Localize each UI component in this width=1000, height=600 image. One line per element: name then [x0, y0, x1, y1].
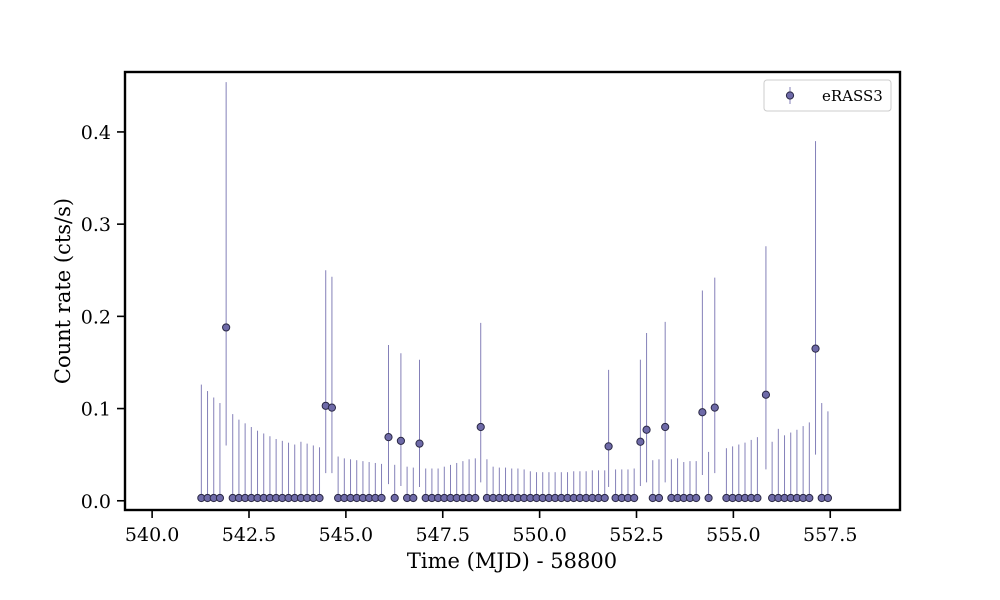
x-tick-label: 547.5 — [416, 524, 470, 546]
legend: eRASS3 — [763, 79, 892, 112]
data-point — [630, 493, 639, 503]
legend-entry-label: eRASS3 — [822, 87, 883, 105]
data-point — [805, 493, 814, 503]
data-point — [390, 493, 399, 503]
data-point — [704, 493, 713, 503]
y-tick-label: 0.2 — [81, 306, 111, 328]
y-tick-label: 0.3 — [81, 214, 111, 236]
y-tick-label: 0.0 — [81, 491, 111, 513]
data-point — [761, 390, 771, 399]
y-tick-label: 0.4 — [81, 122, 111, 144]
data-point — [471, 493, 480, 503]
x-axis: 540.0 542.5 545.0 547.5 550.0 552.5 555.0 557.5 — [125, 510, 857, 546]
x-axis-label: Time (MJD) - 58800 — [407, 549, 617, 573]
x-tick-label: 557.5 — [803, 524, 857, 546]
data-point — [476, 422, 485, 432]
marker-layer — [197, 323, 833, 503]
data-point — [377, 493, 386, 503]
data-point — [636, 437, 645, 446]
y-axis-label: Count rate (cts/s) — [51, 198, 75, 384]
y-tick-label: 0.1 — [81, 399, 111, 421]
x-tick-label: 540.0 — [125, 524, 179, 546]
data-point — [823, 493, 833, 503]
data-point — [692, 493, 701, 503]
data-point — [222, 323, 231, 332]
x-tick-label: 552.5 — [609, 524, 663, 546]
x-tick-label: 542.5 — [222, 524, 276, 546]
data-point — [654, 493, 664, 503]
data-point — [811, 344, 820, 353]
data-point — [604, 442, 613, 451]
data-point — [710, 403, 719, 412]
data-point — [642, 425, 651, 434]
legend-box — [763, 79, 892, 112]
data-point — [698, 408, 707, 417]
y-axis: 0.0 0.1 0.2 0.3 0.4 — [81, 122, 125, 513]
data-point — [396, 436, 405, 445]
errorbar-layer — [200, 82, 829, 499]
data-point — [315, 493, 324, 503]
plot-frame — [123, 70, 902, 512]
x-tick-label: 545.0 — [319, 524, 373, 546]
data-point — [384, 433, 393, 442]
data-point — [409, 493, 418, 503]
x-tick-label: 550.0 — [512, 524, 566, 546]
x-tick-label: 555.0 — [706, 524, 760, 546]
data-point — [415, 439, 424, 448]
data-point — [327, 403, 337, 412]
data-point — [215, 493, 225, 503]
data-point — [600, 493, 609, 503]
data-point — [661, 422, 670, 432]
data-point — [753, 493, 762, 503]
legend-marker — [785, 91, 795, 100]
